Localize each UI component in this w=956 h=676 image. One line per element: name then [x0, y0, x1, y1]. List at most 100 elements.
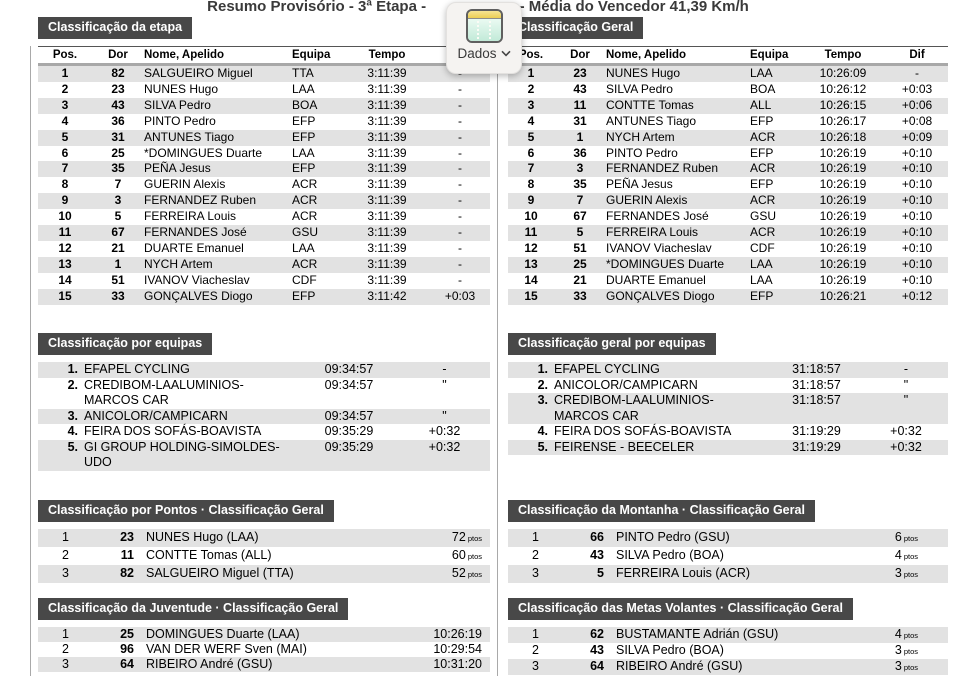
table-cell: +0:10	[901, 272, 933, 287]
table-cell: ACR	[292, 177, 318, 192]
team-classification-table: 1. EFAPEL CYCLING 09:34:57 - 2. CREDIBOM-LAAL…	[38, 362, 490, 471]
table-cell: 10:26:19	[819, 161, 867, 176]
table-cell: 09:35:29	[324, 439, 374, 454]
table-cell: 3	[527, 97, 535, 112]
table-row: 2 43 SILVA Pedro BOA 10:26:12 +0:03	[508, 82, 948, 98]
table-cell: BUSTAMANTE Adrián (GSU)	[616, 627, 779, 641]
table-row: 3 64 RIBEIRO André (GSU) 3 ptos	[508, 659, 948, 675]
table-cell: 10:26:19	[819, 145, 867, 160]
table-cell: 3.	[67, 408, 78, 423]
table-cell: +0:10	[901, 193, 933, 208]
table-row: 1 62 BUSTAMANTE Adrián (GSU) 4 ptos	[508, 627, 948, 643]
table-cell: 8	[527, 177, 535, 192]
col-header-time: Tempo	[344, 46, 430, 66]
table-cell: FERNANDES José	[144, 225, 247, 240]
table-cell: GSU	[292, 225, 319, 240]
table-cell: 5.	[67, 439, 78, 454]
table-cell: FERNANDEZ Ruben	[606, 161, 719, 176]
table-cell: 67	[573, 209, 587, 224]
table-cell: ACR	[292, 209, 318, 224]
table-row: 1 23 NUNES Hugo (LAA) 72 ptos	[38, 529, 490, 547]
table-cell: 43	[573, 81, 587, 96]
table-cell: 4	[61, 113, 69, 128]
table-cell: ACR	[292, 193, 318, 208]
table-row: 4. FEIRA DOS SOFÁS-BOAVISTA 09:35:29 +0:32	[38, 424, 490, 440]
table-cell: 9	[61, 193, 69, 208]
table-cell: VAN DER WERF Sven (MAI)	[146, 642, 307, 656]
table-row: 2 11 CONTTE Tomas (ALL) 60 ptos	[38, 547, 490, 565]
table-cell: RIBEIRO André (GSU)	[616, 659, 743, 673]
table-cell: 3:11:39	[367, 113, 407, 128]
table-cell: EFP	[750, 145, 774, 160]
table-cell: 3	[62, 657, 69, 671]
table-row: 3 64 RIBEIRO André (GSU) 10:31:20	[38, 657, 490, 672]
table-cell: GI GROUP HOLDING-SIMOLDES-UDO	[84, 439, 280, 470]
table-cell: 5	[527, 129, 535, 144]
table-cell: 09:35:29	[324, 424, 374, 438]
table-cell: 3	[61, 97, 69, 112]
left-border-rule	[30, 46, 31, 676]
dados-menu-button[interactable]: Dados	[446, 2, 522, 74]
table-cell: CDF	[750, 240, 775, 255]
table-cell: 11	[573, 97, 587, 112]
section-mountain-classification: Classificação da Montanha · Classificaçã…	[508, 500, 948, 598]
section-general-classification: Classificação Geral Pos. Dor Nome, Apeli…	[508, 17, 948, 333]
table-cell: ACR	[750, 193, 776, 208]
table-cell: NUNES Hugo	[144, 81, 219, 96]
table-cell: 10:26:15	[819, 97, 867, 112]
table-cell: 43	[111, 97, 125, 112]
col-header-dif: Dif	[886, 46, 948, 66]
table-cell: EFP	[750, 113, 774, 128]
table-cell: -	[458, 97, 462, 112]
table-cell: 10:31:20	[433, 657, 482, 671]
table-cell: 3:11:39	[367, 177, 407, 192]
table-cell: 64	[120, 657, 134, 671]
table-row: 7 3 FERNANDEZ Ruben ACR 10:26:19 +0:10	[508, 161, 948, 178]
table-cell: ANTUNES Tiago	[144, 129, 235, 144]
table-row: 2 43 SILVA Pedro (BOA) 3 ptos	[508, 643, 948, 659]
table-cell: 1	[532, 627, 539, 641]
table-row: 7 35 PEÑA Jesus EFP 3:11:39 -	[38, 161, 490, 178]
table-cell: 31:18:57	[792, 393, 841, 407]
table-cell: 21	[573, 272, 587, 287]
table-cell: FERNANDEZ Ruben	[144, 193, 257, 208]
table-cell: LAA	[750, 272, 773, 287]
table-cell: FERREIRA Louis	[606, 225, 699, 240]
table-cell: 3:11:39	[367, 272, 407, 287]
section-stage-classification: Classificação da etapa Pos. Dor Nome, Ap…	[38, 17, 490, 333]
table-header-row: Pos. Dor Nome, Apelido Equipa Tempo Dif	[38, 46, 490, 66]
table-cell: ANICOLOR/CAMPICARN	[554, 377, 698, 392]
table-cell: BOA	[750, 81, 776, 96]
page-title: Resumo Provisório - 3ª Etapa - m - Média…	[0, 0, 956, 15]
table-row: 12 51 IVANOV Viacheslav CDF 10:26:19 +0:10	[508, 241, 948, 257]
table-cell: 82	[120, 566, 134, 580]
table-cell: 10:26:09	[819, 66, 867, 80]
col-header-time: Tempo	[800, 46, 886, 66]
table-cell: BOA	[292, 97, 318, 112]
table-cell: DUARTE Emanuel	[606, 272, 706, 287]
table-cell: FERREIRA Louis (ACR)	[616, 566, 751, 580]
table-cell: 35	[111, 161, 125, 176]
table-cell: +0:32	[890, 424, 922, 438]
table-cell: SILVA Pedro (BOA)	[616, 643, 724, 657]
table-cell: 25	[120, 627, 134, 641]
table-cell: 7	[61, 161, 69, 176]
table-cell: 5.	[537, 439, 548, 454]
table-cell: 1	[114, 256, 122, 271]
table-cell: 3 ptos	[894, 659, 918, 673]
table-cell: 31	[573, 113, 587, 128]
table-cell: 3:11:39	[367, 145, 407, 160]
table-cell: +0:12	[901, 288, 933, 303]
table-cell: LAA	[292, 240, 315, 255]
youth-classification-table: 1 25 DOMINGUES Duarte (LAA) 10:26:19 2 96 VAN …	[38, 627, 490, 672]
table-cell: 1.	[537, 362, 548, 376]
table-cell: SILVA Pedro	[144, 97, 211, 112]
table-row: 2 43 SILVA Pedro (BOA) 4 ptos	[508, 547, 948, 565]
table-cell: -	[458, 81, 462, 96]
col-header-team: Equipa	[750, 46, 800, 66]
table-cell: 64	[590, 659, 604, 673]
points-classification-table: 1 23 NUNES Hugo (LAA) 72 ptos 2 11 CONTTE Tomas…	[38, 529, 490, 583]
table-cell: 3	[114, 193, 122, 208]
table-cell: FERNANDES José	[606, 209, 709, 224]
table-cell: 1.	[67, 362, 78, 376]
